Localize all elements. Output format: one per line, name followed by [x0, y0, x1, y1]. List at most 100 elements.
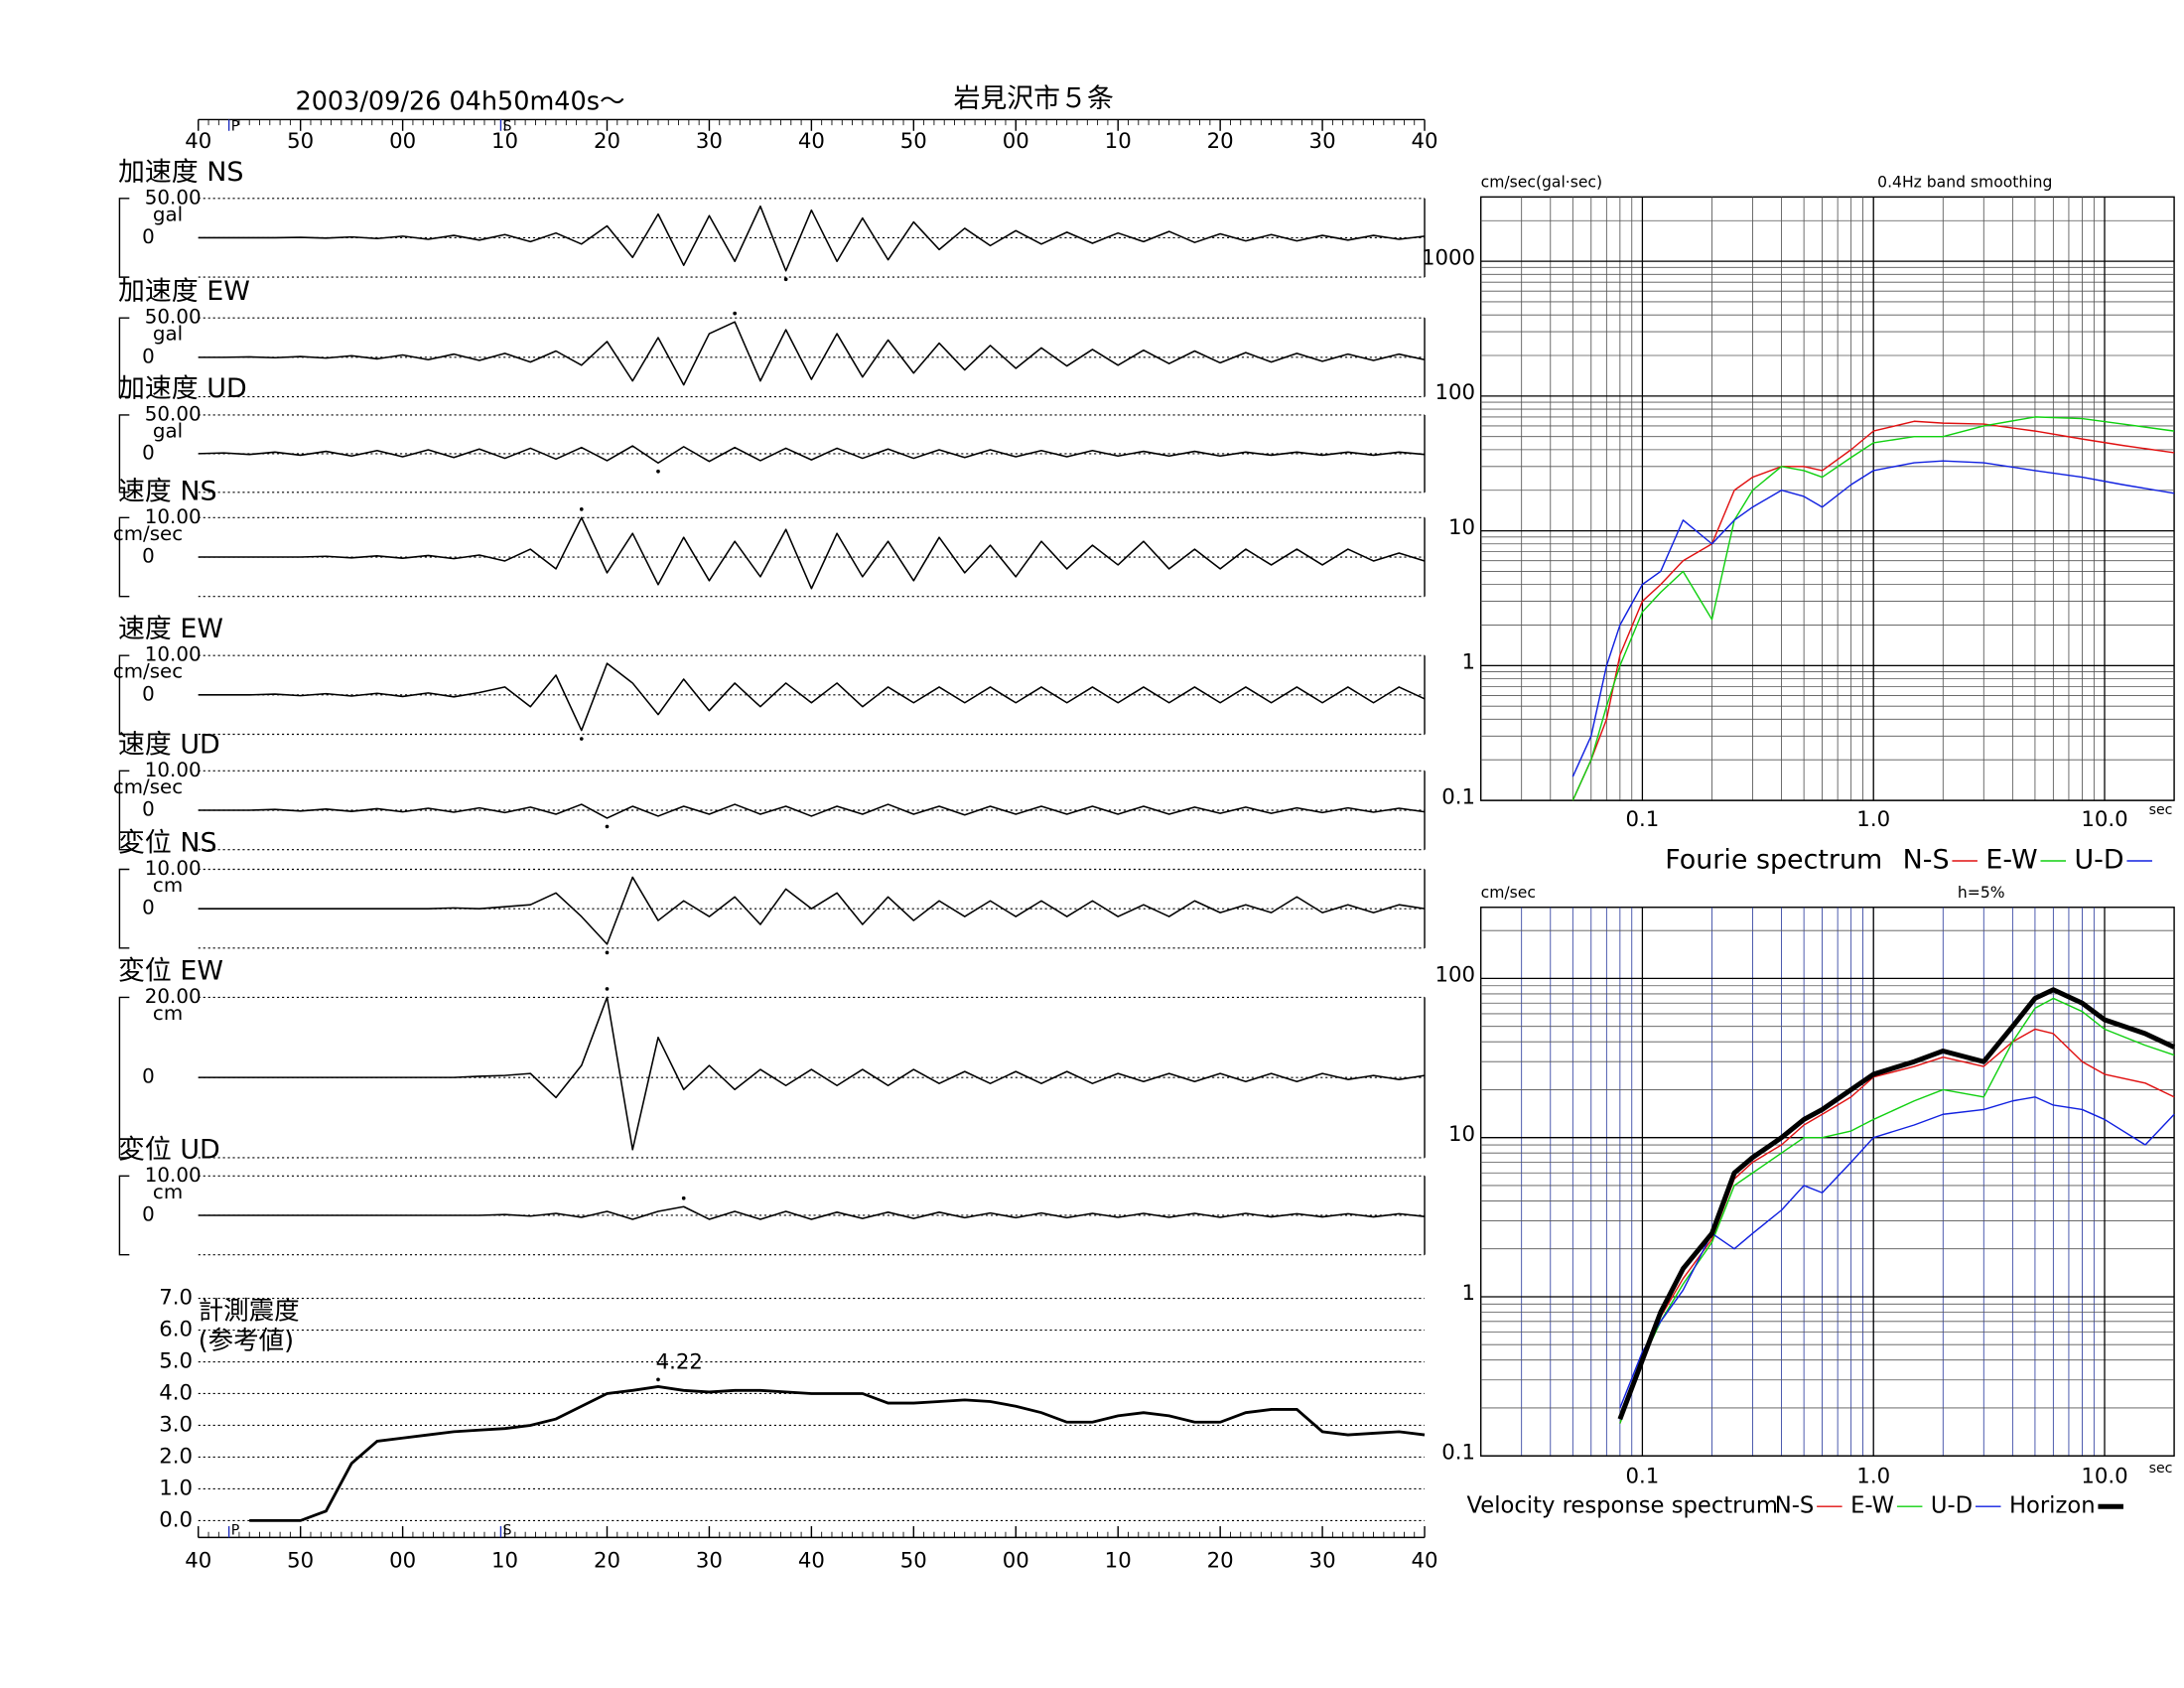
phase-label: S	[503, 1522, 512, 1538]
time-tick-label: 50	[287, 1548, 314, 1573]
spectrum-line	[1619, 997, 2175, 1424]
time-tick-label: 30	[1309, 1548, 1336, 1573]
unit-label: gal	[153, 203, 183, 225]
peak-dot	[733, 311, 738, 316]
record-time: 2003/09/26 04h50m40s〜	[295, 86, 624, 116]
time-tick-label: 00	[1003, 1548, 1029, 1573]
row-label: 加速度 EW	[118, 276, 250, 307]
y-tick-label: 0	[142, 1065, 155, 1088]
row-bracket	[118, 516, 130, 598]
chart-note: 0.4Hz band smoothing	[1877, 174, 2052, 192]
y-tick-label: 50.00	[145, 306, 202, 329]
legend-title: Fourie spectrum	[1665, 844, 1882, 875]
row-label: 加速度 UD	[118, 373, 247, 404]
time-tick-label: 20	[1207, 129, 1234, 154]
x-tick-label: 10.0	[2081, 1464, 2127, 1488]
row-label: 変位 UD	[118, 1134, 220, 1165]
peak-dot	[656, 1377, 660, 1382]
y-tick-label: 20.00	[145, 985, 202, 1008]
legend-label: Horizon	[2009, 1493, 2096, 1519]
row-bracket	[118, 654, 130, 736]
time-tick-label: 30	[696, 129, 723, 154]
y-tick-label: 10.00	[145, 857, 202, 880]
x-axis-label: sec	[2149, 1461, 2173, 1477]
row-bracket	[118, 414, 130, 493]
y-tick-label: 10.00	[145, 759, 202, 781]
waveform	[198, 516, 1426, 590]
y-tick-label: 0	[142, 545, 155, 568]
time-tick-label: 50	[287, 129, 314, 154]
time-tick-label: 00	[389, 1548, 416, 1573]
x-tick-label: 1.0	[1856, 807, 1890, 832]
unit-label: cm	[153, 1181, 183, 1203]
x-tick-label: 10.0	[2081, 807, 2127, 832]
row-bracket	[118, 198, 130, 278]
unit-label: gal	[153, 323, 183, 346]
station-name: 岩見沢市５条	[953, 83, 1113, 114]
waveform	[198, 205, 1426, 272]
time-tick-label: 20	[594, 129, 620, 154]
waveform	[198, 445, 1426, 465]
peak-dot	[605, 824, 610, 829]
time-tick-label: 40	[798, 1548, 825, 1573]
y-tick-label: 10	[1448, 515, 1475, 540]
row-bracket	[118, 317, 130, 398]
y-axis-label: cm/sec(gal·sec)	[1481, 174, 1602, 192]
peak-label: 4.22	[656, 1349, 703, 1374]
y-tick-label: 1000	[1422, 245, 1475, 270]
time-tick-label: 30	[1309, 129, 1336, 154]
y-tick-label: 5.0	[159, 1349, 193, 1374]
row-label: 変位 NS	[118, 827, 217, 858]
y-tick-label: 0	[142, 798, 155, 821]
row-label: 速度 NS	[118, 476, 217, 506]
legend-label: N-S	[1775, 1493, 1815, 1519]
intensity-line	[249, 1385, 1426, 1522]
peak-dot	[681, 1196, 686, 1200]
unit-label: cm/sec	[113, 522, 183, 545]
time-tick-label: 20	[1207, 1548, 1234, 1573]
spectrum-line	[1571, 460, 2175, 777]
time-tick-label: 40	[185, 1548, 211, 1573]
legend-title: Velocity response spectrum	[1467, 1493, 1778, 1519]
legend-label: E-W	[1850, 1493, 1894, 1519]
time-tick-label: 00	[389, 129, 416, 154]
phase-label: S	[503, 119, 512, 135]
row-label: 速度 UD	[118, 729, 220, 760]
y-tick-label: 10.00	[145, 1164, 202, 1187]
peak-dot	[605, 950, 610, 955]
time-tick-label: 50	[900, 1548, 927, 1573]
time-tick-label: 40	[1412, 129, 1438, 154]
time-tick-label: 00	[1003, 129, 1029, 154]
time-tick-label: 10	[1105, 1548, 1132, 1573]
row-bracket	[118, 1175, 130, 1256]
y-tick-label: 0	[142, 682, 155, 705]
unit-label: gal	[153, 419, 183, 442]
waveform	[198, 876, 1426, 945]
legend-label: N-S	[1903, 844, 1950, 875]
y-tick-label: 6.0	[159, 1318, 193, 1342]
y-tick-label: 4.0	[159, 1380, 193, 1405]
y-tick-label: 0.0	[159, 1507, 193, 1532]
intensity-label: 計測震度	[199, 1297, 300, 1327]
spectrum-line	[1617, 987, 2176, 1421]
time-tick-label: 40	[185, 129, 211, 154]
y-tick-label: 10.00	[145, 505, 202, 528]
row-bracket	[118, 868, 130, 949]
waveform	[198, 1205, 1426, 1220]
y-tick-label: 0	[142, 897, 155, 919]
row-label: 加速度 NS	[118, 157, 243, 188]
y-tick-label: 10	[1448, 1122, 1475, 1147]
row-bracket	[118, 770, 130, 851]
spectrum-line	[1571, 416, 2175, 801]
y-tick-label: 100	[1434, 380, 1475, 405]
unit-label: cm/sec	[113, 775, 183, 798]
y-tick-label: 1	[1462, 1281, 1476, 1306]
waveform	[198, 662, 1426, 732]
phase-label: P	[231, 119, 240, 135]
y-tick-label: 7.0	[159, 1286, 193, 1311]
y-tick-label: 0.1	[1441, 1440, 1475, 1465]
waveform	[198, 803, 1426, 819]
y-tick-label: 0	[142, 225, 155, 248]
time-tick-label: 20	[594, 1548, 620, 1573]
